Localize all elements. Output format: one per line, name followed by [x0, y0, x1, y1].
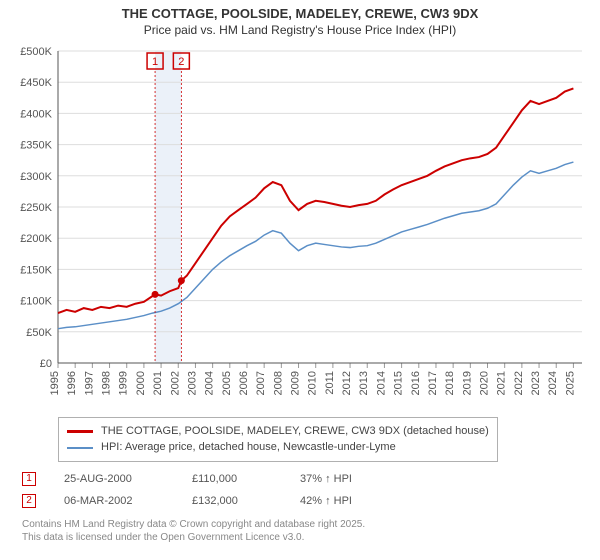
svg-text:1998: 1998: [101, 371, 113, 395]
legend-label-property: THE COTTAGE, POOLSIDE, MADELEY, CREWE, C…: [101, 423, 489, 440]
svg-text:2016: 2016: [410, 371, 422, 395]
sale-date: 06-MAR-2002: [64, 495, 164, 507]
sale-pct: 37% ↑ HPI: [300, 473, 390, 485]
chart-area: £0 £50K £100K £150K £200K £250K £300K £350K £400…: [10, 43, 590, 413]
svg-text:£100K: £100K: [20, 295, 52, 307]
svg-text:1997: 1997: [83, 371, 95, 395]
sales-row: 2 06-MAR-2002 £132,000 42% ↑ HPI: [22, 490, 590, 512]
footer-line-2: This data is licensed under the Open Gov…: [22, 531, 590, 544]
sales-table: 1 25-AUG-2000 £110,000 37% ↑ HPI 2 06-MAR-200…: [22, 468, 590, 512]
svg-text:£450K: £450K: [20, 77, 52, 89]
legend-row-property: THE COTTAGE, POOLSIDE, MADELEY, CREWE, C…: [67, 423, 489, 440]
svg-text:2002: 2002: [169, 371, 181, 395]
sale-price: £132,000: [192, 495, 272, 507]
legend: THE COTTAGE, POOLSIDE, MADELEY, CREWE, C…: [58, 417, 498, 462]
line-chart: £0 £50K £100K £150K £200K £250K £300K £350K £400…: [10, 43, 590, 413]
footer: Contains HM Land Registry data © Crown c…: [22, 518, 590, 544]
svg-text:£350K: £350K: [20, 139, 52, 151]
svg-text:1996: 1996: [66, 371, 78, 395]
svg-text:£50K: £50K: [26, 327, 52, 339]
svg-text:2011: 2011: [324, 371, 336, 395]
svg-text:2009: 2009: [290, 371, 302, 395]
sale-date: 25-AUG-2000: [64, 473, 164, 485]
chart-subtitle: Price paid vs. HM Land Registry's House …: [10, 23, 590, 37]
svg-text:2013: 2013: [358, 371, 370, 395]
svg-text:£0: £0: [40, 358, 52, 370]
svg-text:2024: 2024: [547, 371, 559, 395]
svg-text:2018: 2018: [444, 371, 456, 395]
svg-text:2022: 2022: [513, 371, 525, 395]
svg-text:2006: 2006: [238, 371, 250, 395]
svg-text:2003: 2003: [186, 371, 198, 395]
svg-text:2: 2: [178, 56, 184, 68]
svg-text:2001: 2001: [152, 371, 164, 395]
svg-text:2021: 2021: [496, 371, 508, 395]
svg-text:2017: 2017: [427, 371, 439, 395]
svg-text:2005: 2005: [221, 371, 233, 395]
legend-row-hpi: HPI: Average price, detached house, Newc…: [67, 439, 489, 456]
svg-text:1995: 1995: [49, 371, 61, 395]
svg-text:2014: 2014: [375, 371, 387, 395]
sale-price: £110,000: [192, 473, 272, 485]
svg-text:2025: 2025: [564, 371, 576, 395]
svg-text:£500K: £500K: [20, 46, 52, 58]
svg-text:2019: 2019: [461, 371, 473, 395]
svg-text:2000: 2000: [135, 371, 147, 395]
chart-container: THE COTTAGE, POOLSIDE, MADELEY, CREWE, C…: [0, 0, 600, 560]
svg-text:£400K: £400K: [20, 108, 52, 120]
svg-text:1: 1: [152, 56, 158, 68]
svg-text:2023: 2023: [530, 371, 542, 395]
svg-text:2010: 2010: [307, 371, 319, 395]
svg-text:1999: 1999: [118, 371, 130, 395]
svg-text:2015: 2015: [393, 371, 405, 395]
svg-text:2020: 2020: [479, 371, 491, 395]
svg-text:2007: 2007: [255, 371, 267, 395]
svg-text:£150K: £150K: [20, 264, 52, 276]
chart-title: THE COTTAGE, POOLSIDE, MADELEY, CREWE, C…: [10, 6, 590, 23]
svg-text:£300K: £300K: [20, 171, 52, 183]
svg-text:2004: 2004: [204, 371, 216, 395]
sale-pct: 42% ↑ HPI: [300, 495, 390, 507]
legend-label-hpi: HPI: Average price, detached house, Newc…: [101, 439, 396, 456]
legend-swatch-property: [67, 430, 93, 433]
svg-text:2008: 2008: [272, 371, 284, 395]
svg-text:£200K: £200K: [20, 233, 52, 245]
sale-marker-box: 1: [22, 472, 36, 486]
svg-text:£250K: £250K: [20, 202, 52, 214]
sales-row: 1 25-AUG-2000 £110,000 37% ↑ HPI: [22, 468, 590, 490]
sale-marker-box: 2: [22, 494, 36, 508]
footer-line-1: Contains HM Land Registry data © Crown c…: [22, 518, 590, 531]
svg-text:2012: 2012: [341, 371, 353, 395]
legend-swatch-hpi: [67, 447, 93, 449]
